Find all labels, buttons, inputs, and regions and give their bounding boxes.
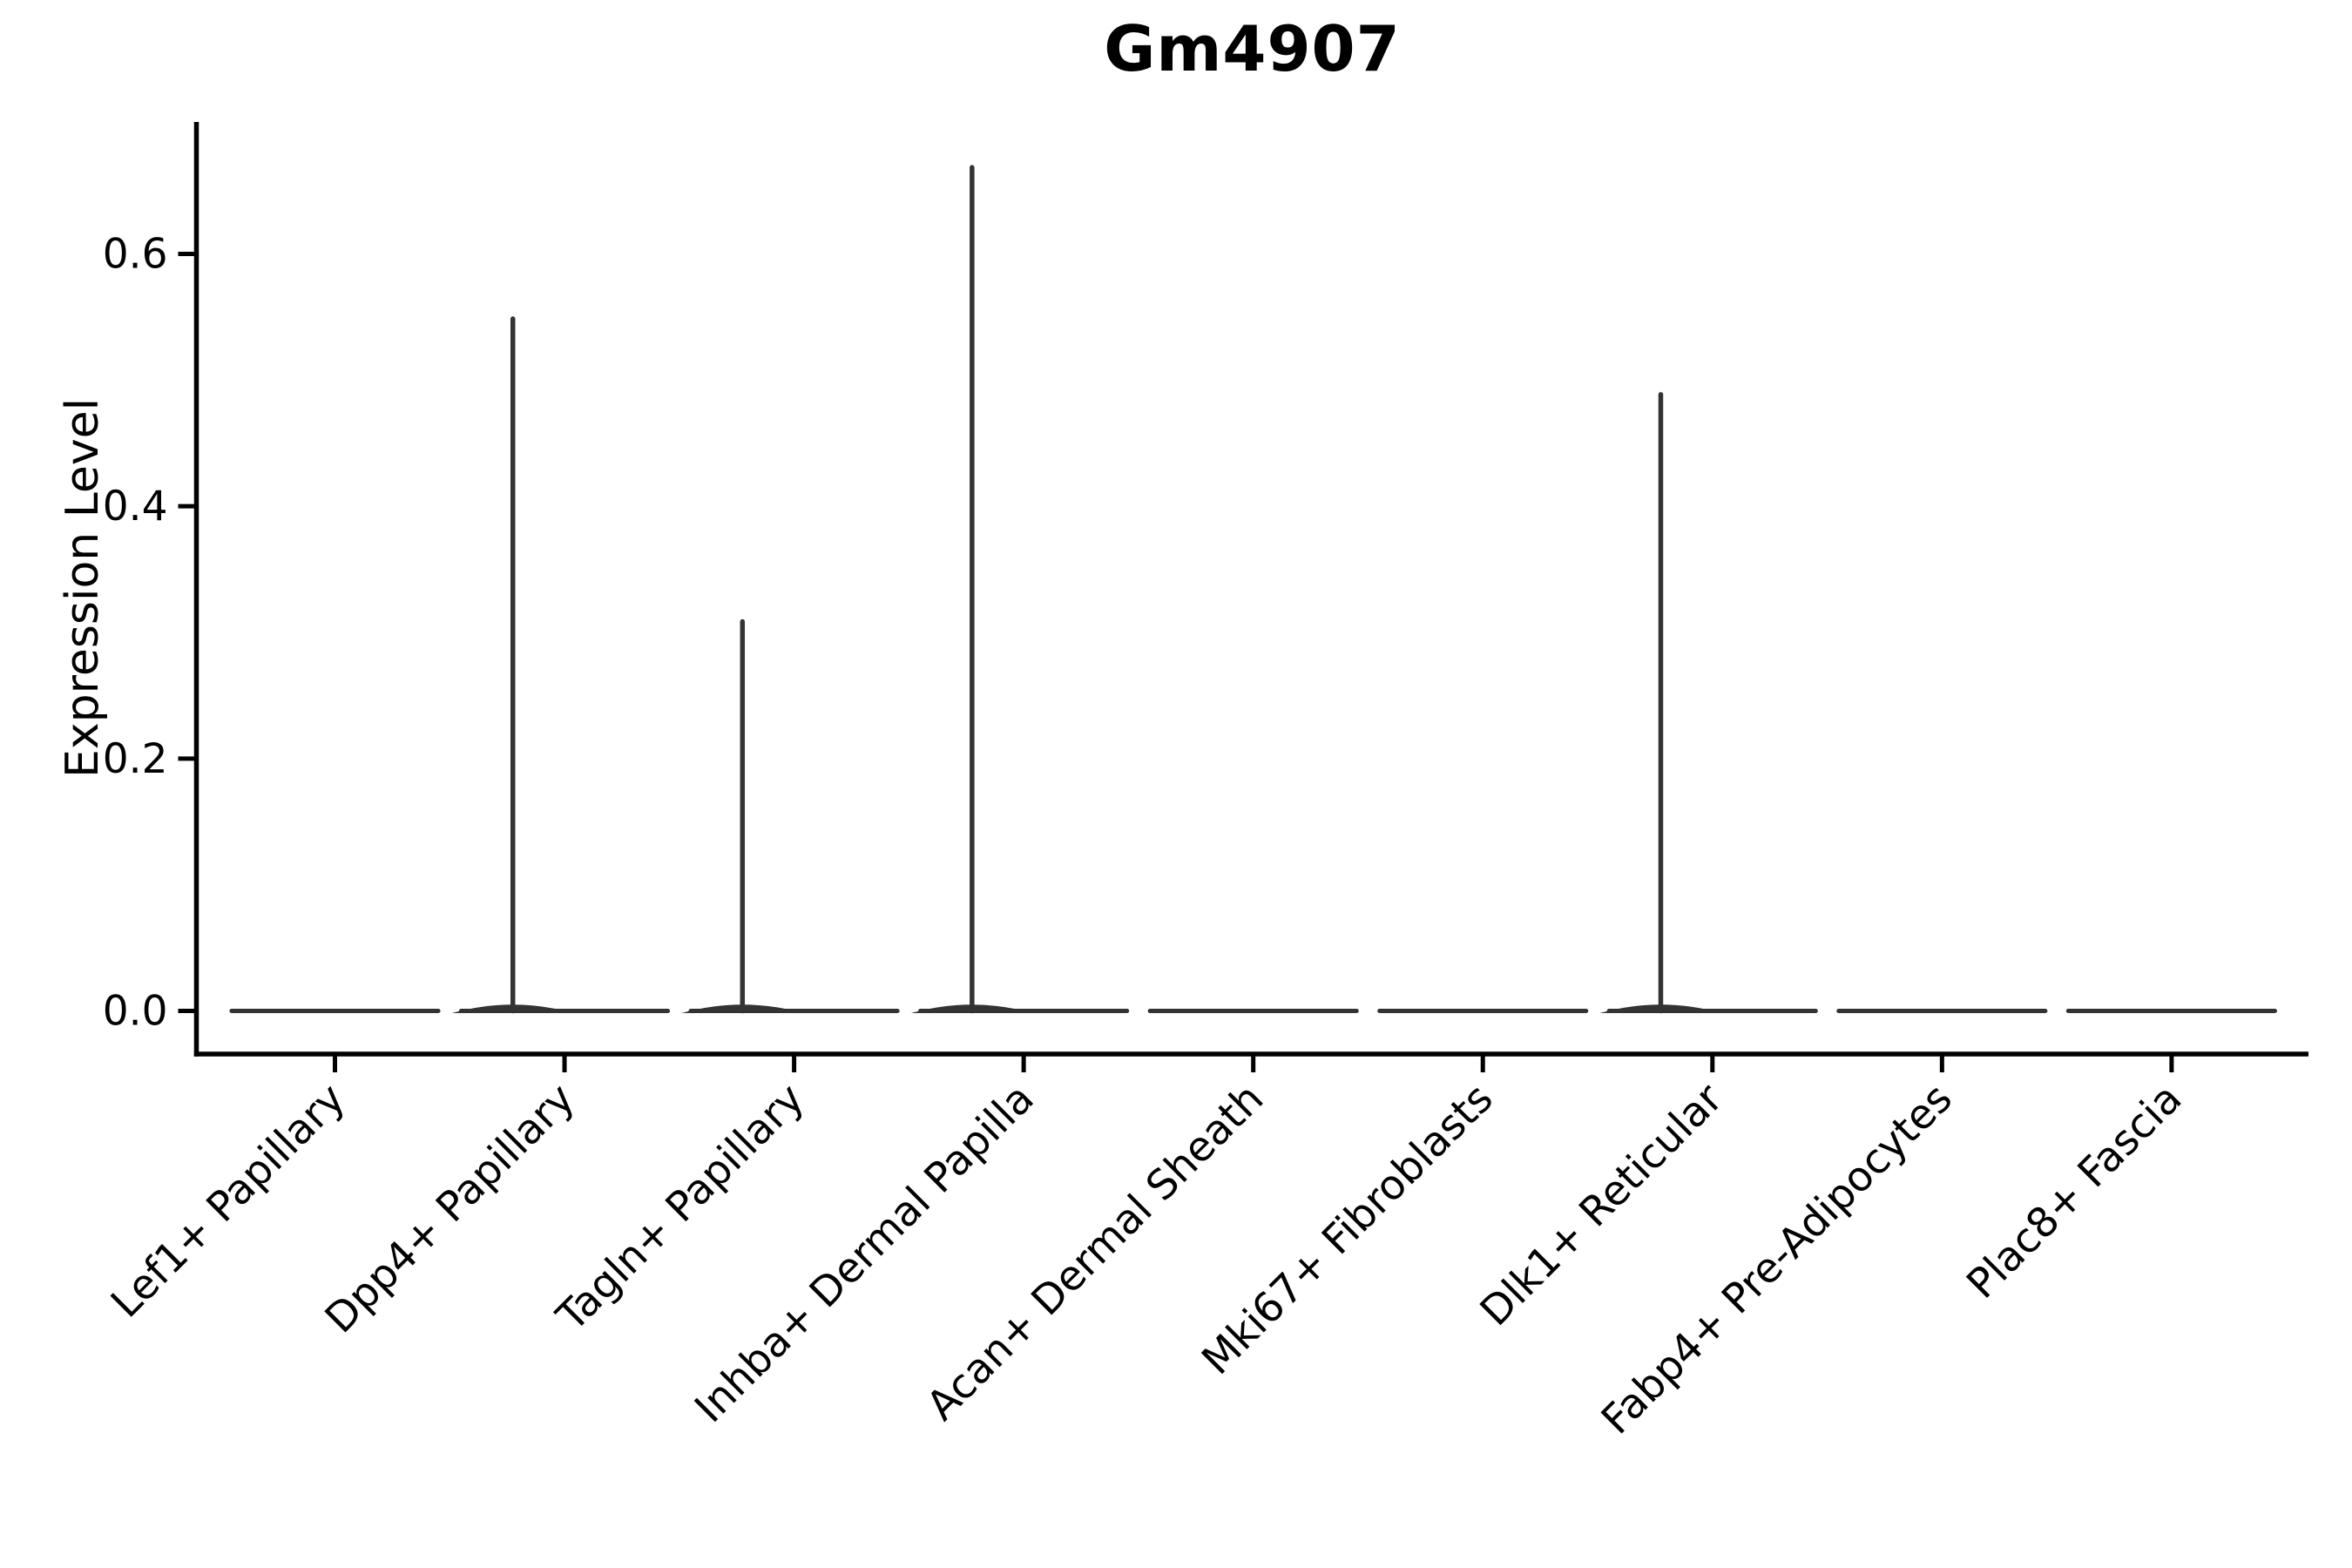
y-tick-label: 0.0 <box>103 988 168 1036</box>
plot-title: Gm4907 <box>1104 12 1401 85</box>
x-tick-label: Dpp4+ Papillary <box>316 1075 585 1343</box>
x-tick-label: Plac8+ Fascia <box>1957 1075 2191 1308</box>
y-tick-label: 0.6 <box>103 231 168 279</box>
y-tick-label: 0.2 <box>103 735 168 783</box>
x-tick-label: Tagln+ Papillary <box>547 1075 814 1342</box>
y-tick-label: 0.4 <box>103 483 168 531</box>
x-tick-label: Lef1+ Papillary <box>102 1075 355 1328</box>
y-axis-title: Expression Level <box>57 398 109 778</box>
x-tick-label: Dlk1+ Reticular <box>1471 1074 1733 1335</box>
